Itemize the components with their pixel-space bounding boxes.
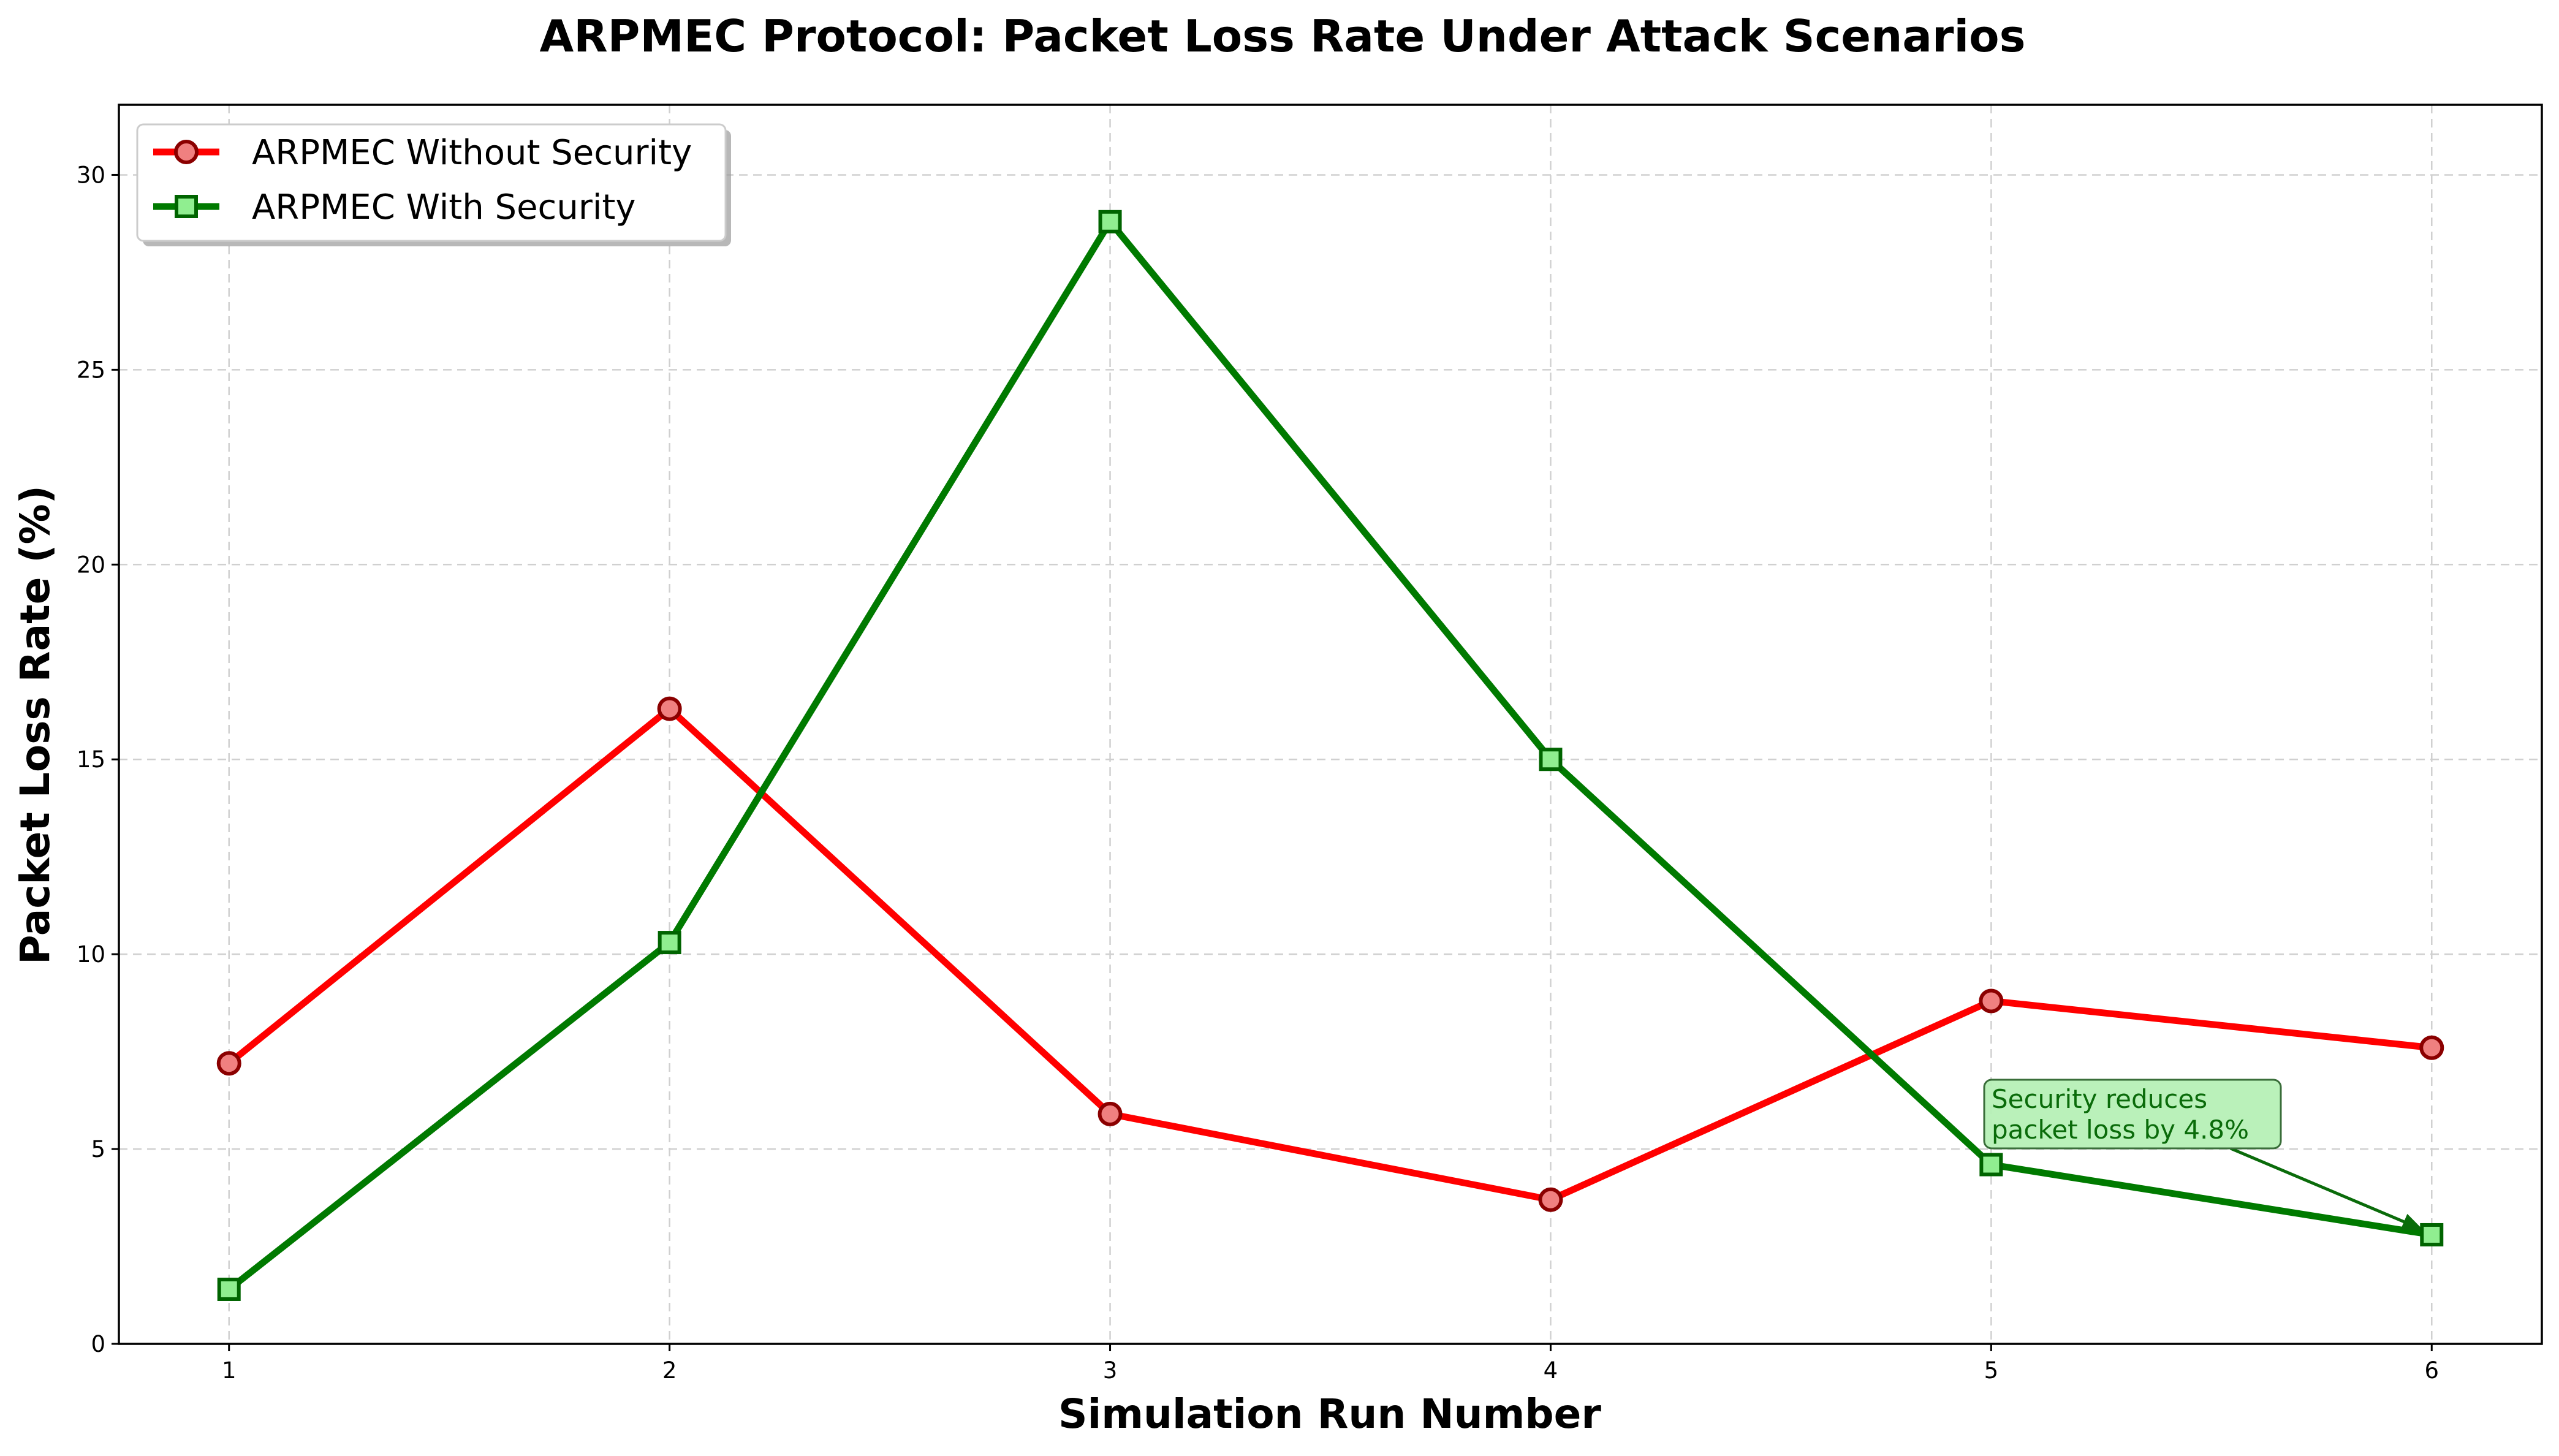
annotation-text-line: packet loss by 4.8% <box>1992 1115 2249 1145</box>
legend-box <box>136 123 727 242</box>
chart-title: ARPMEC Protocol: Packet Loss Rate Under … <box>540 10 2026 62</box>
data-point-without-security <box>657 696 682 721</box>
x-axis-label: Simulation Run Number <box>1058 1390 1601 1438</box>
legend-label: ARPMEC Without Security <box>252 133 692 173</box>
series-markers <box>216 210 2444 1301</box>
annotation-box <box>1983 1079 2282 1150</box>
series-lines <box>226 218 2435 1293</box>
data-point-with-security <box>1539 748 1563 772</box>
annotation-text-line: Security reduces <box>1992 1084 2207 1114</box>
y-tick-label: 25 <box>77 357 105 383</box>
x-tick-label: 1 <box>222 1357 237 1384</box>
data-point-without-security <box>216 1051 241 1076</box>
annotation-arrow <box>2230 1147 2424 1232</box>
data-point-without-security <box>1979 988 2004 1014</box>
data-point-with-security <box>658 931 681 955</box>
x-tick-label: 3 <box>1103 1357 1118 1384</box>
legend: ARPMEC Without Security ARPMEC With Secur… <box>136 123 731 246</box>
data-point-with-security <box>1098 210 1122 233</box>
y-tick-label: 0 <box>91 1331 105 1357</box>
y-axis-label: Packet Loss Rate (%) <box>12 485 59 965</box>
legend-marker-square <box>175 195 198 218</box>
plot-frame <box>118 104 2543 1345</box>
axes: 1 2 3 4 5 6 0 5 10 15 20 25 30 <box>77 104 2543 1384</box>
y-tick-label: 15 <box>77 746 105 773</box>
x-tick-label: 4 <box>1544 1357 1558 1384</box>
data-point-without-security <box>1538 1187 1563 1212</box>
x-tick-label: 5 <box>1984 1357 1999 1384</box>
y-tick-label: 10 <box>77 941 105 968</box>
series-line-with-security <box>226 218 2435 1293</box>
y-tick-label: 30 <box>77 162 105 188</box>
legend-label: ARPMEC With Security <box>252 188 636 227</box>
data-point-with-security <box>217 1277 241 1301</box>
x-tick-label: 6 <box>2424 1357 2439 1384</box>
x-tick-label: 2 <box>662 1357 677 1384</box>
series-line-without-security <box>226 705 2435 1204</box>
y-tick-label: 5 <box>91 1136 105 1162</box>
data-point-without-security <box>1098 1101 1123 1126</box>
annotation-arrow-head <box>2400 1213 2424 1230</box>
data-point-with-security <box>1979 1153 2003 1177</box>
legend-marker-circle <box>174 140 199 164</box>
data-point-with-security <box>2420 1223 2444 1246</box>
data-point-without-security <box>2419 1035 2444 1060</box>
y-tick-label: 20 <box>77 552 105 578</box>
